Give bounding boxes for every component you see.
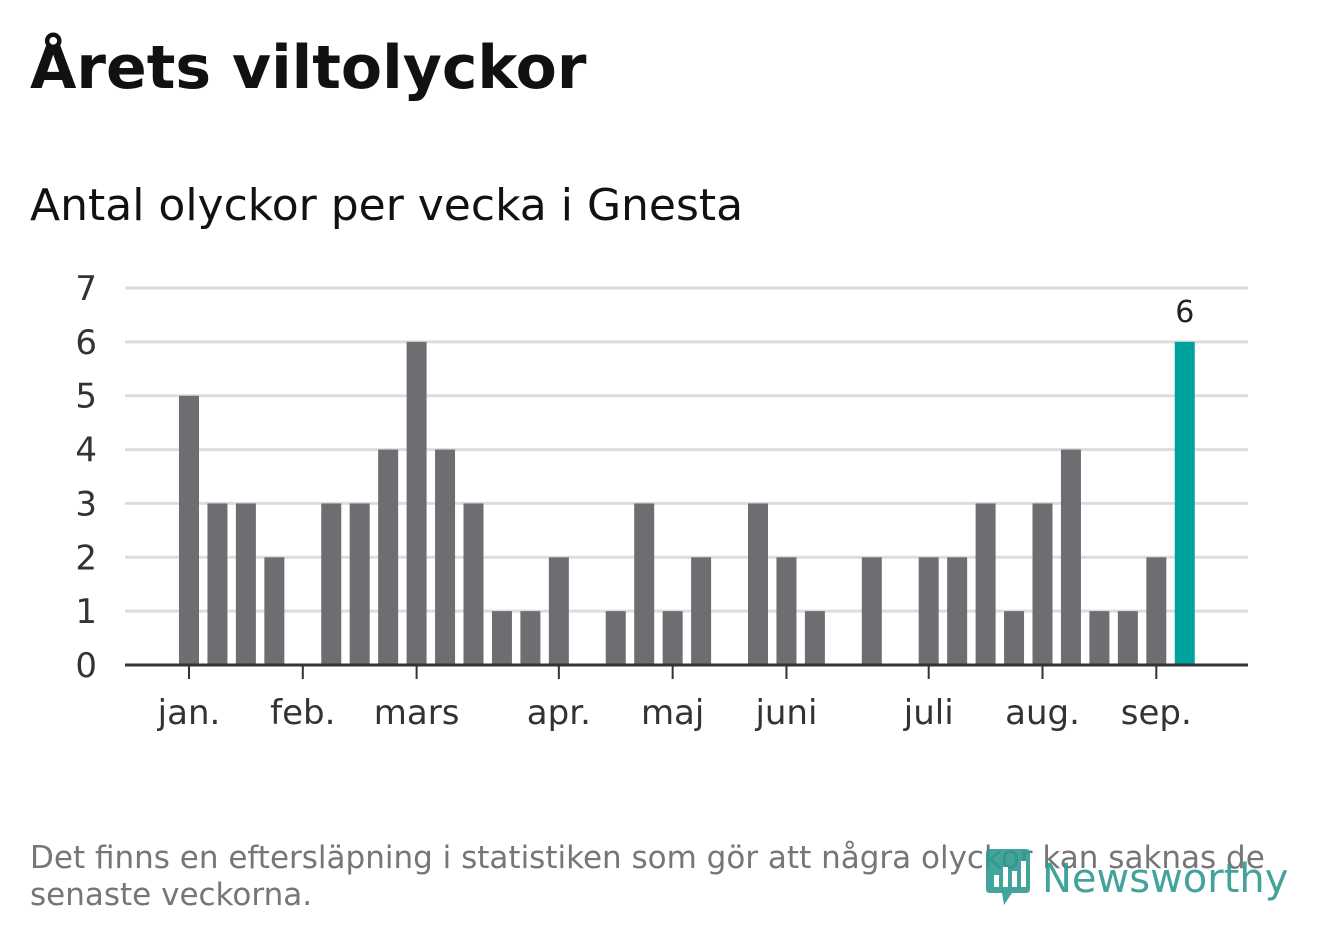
bar <box>491 611 512 665</box>
bar <box>349 503 370 665</box>
bar <box>548 557 569 665</box>
bar <box>235 503 256 665</box>
grid-lines <box>125 286 1248 613</box>
bar <box>264 557 285 665</box>
bars <box>179 341 1195 665</box>
y-tick-label: 7 <box>75 269 97 309</box>
bar <box>321 503 342 665</box>
bar <box>1089 611 1110 665</box>
x-tick-label: jan. <box>157 693 221 733</box>
bar <box>662 611 683 665</box>
newsworthy-logo: Newsworthy <box>982 847 1288 911</box>
x-tick-label: maj <box>641 693 704 733</box>
x-tick-label: feb. <box>270 693 335 733</box>
y-tick-label: 1 <box>75 592 97 632</box>
bar <box>463 503 484 665</box>
bar <box>1146 557 1167 665</box>
newsworthy-logo-text: Newsworthy <box>1042 856 1289 902</box>
data-labels: 6 <box>1175 295 1194 330</box>
y-tick-label: 0 <box>75 646 97 686</box>
y-tick-label: 2 <box>75 538 97 578</box>
bar <box>1004 611 1025 665</box>
bar <box>776 557 797 665</box>
bar <box>378 449 399 665</box>
x-tick-label: aug. <box>1005 693 1080 733</box>
x-tick-label: juni <box>754 693 817 733</box>
bar <box>520 611 541 665</box>
bar <box>975 503 996 665</box>
bar <box>605 611 626 665</box>
bar <box>435 449 456 665</box>
bar <box>1060 449 1081 665</box>
bar <box>406 341 427 665</box>
bar <box>634 503 655 665</box>
bar-highlighted <box>1174 341 1195 665</box>
bar <box>861 557 882 665</box>
footnote: Det finns en eftersläpning i statistiken… <box>30 840 1265 913</box>
bar <box>179 395 199 665</box>
bar <box>918 557 939 665</box>
bar <box>1032 503 1053 665</box>
data-label: 6 <box>1175 295 1194 330</box>
bar <box>804 611 825 665</box>
x-tick-label: juli <box>903 693 954 733</box>
x-axis-ticks: jan. feb. mars apr. maj juni juli aug. sep. <box>157 665 1192 733</box>
bar <box>691 557 712 665</box>
bar <box>748 503 768 665</box>
chart-subtitle: Antal olyckor per vecka i Gnesta <box>30 180 744 231</box>
y-axis-ticks: 0 1 2 3 4 5 6 7 <box>75 269 97 686</box>
bar <box>207 503 228 665</box>
newsworthy-logo-icon <box>982 845 1034 913</box>
y-tick-label: 6 <box>75 323 97 363</box>
y-tick-label: 3 <box>75 484 97 524</box>
x-tick-label: mars <box>374 693 460 733</box>
y-tick-label: 5 <box>75 377 97 417</box>
bar <box>1117 611 1138 665</box>
x-tick-label: apr. <box>527 693 591 733</box>
chart-title: Årets viltolyckor <box>30 33 587 103</box>
bar <box>947 557 968 665</box>
y-tick-label: 4 <box>75 431 97 471</box>
x-tick-label: sep. <box>1121 693 1192 733</box>
